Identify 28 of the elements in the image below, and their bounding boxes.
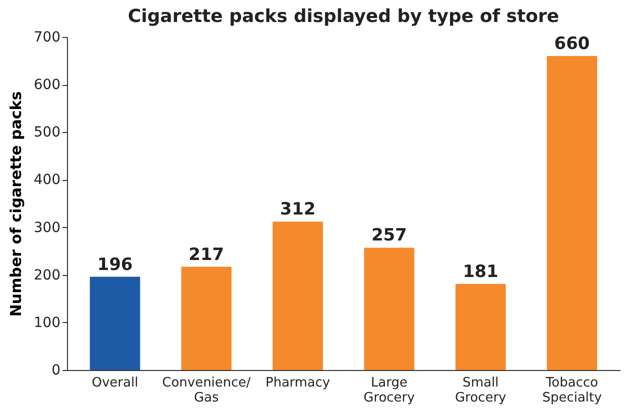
- x-tick-label: Small Grocery: [454, 376, 507, 406]
- chart-title: Cigarette packs displayed by type of store: [128, 6, 560, 27]
- y-axis-title: Number of cigarette packs: [6, 91, 25, 317]
- bar: [181, 266, 232, 370]
- y-tick-label: 200: [34, 267, 60, 284]
- data-label: 181: [462, 262, 498, 282]
- bar: [546, 56, 598, 370]
- data-label: 660: [554, 34, 590, 54]
- y-tick-label: 100: [34, 314, 60, 331]
- bar: [272, 222, 323, 370]
- x-tick-label: Convenience/Gas: [162, 376, 252, 406]
- bar: [364, 248, 414, 370]
- data-label: 217: [188, 244, 224, 265]
- y-tick-label: 500: [34, 124, 60, 141]
- y-tick-label: 700: [34, 30, 60, 46]
- x-tick-label: Tobacco Specialty: [542, 376, 602, 406]
- bar: [90, 276, 140, 370]
- y-tick-label: 300: [34, 220, 60, 236]
- data-label: 312: [280, 200, 316, 220]
- x-tick-label: Large Grocery: [364, 376, 416, 406]
- y-tick-label: 0: [52, 362, 60, 378]
- x-tick-label: Overall: [92, 376, 138, 390]
- y-tick-label: 600: [34, 77, 60, 94]
- y-tick-label: 400: [34, 172, 60, 188]
- data-label: 196: [97, 254, 133, 275]
- data-label: 257: [371, 226, 407, 246]
- bar: [455, 284, 506, 370]
- x-tick-label: Pharmacy: [265, 376, 330, 390]
